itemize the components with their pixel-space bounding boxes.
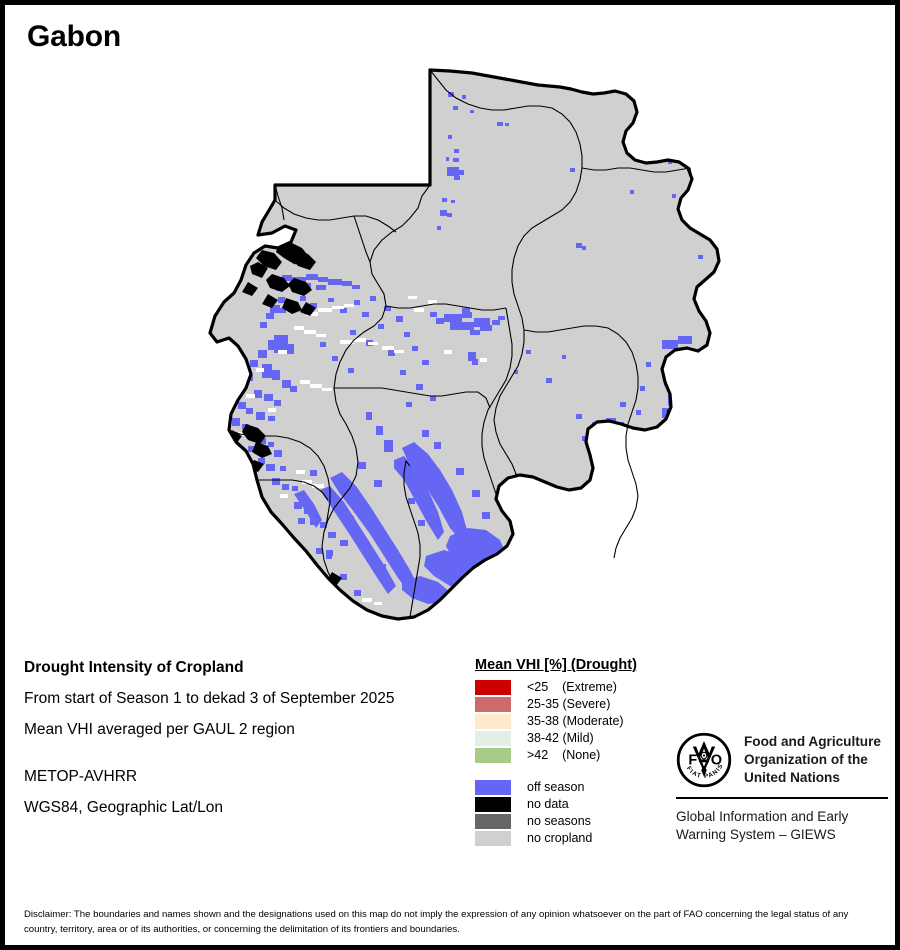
fao-unit-line-2: Warning System – GIEWS (676, 827, 836, 843)
legend-row-no-seasons: no seasons (475, 813, 675, 830)
info-spacer (24, 753, 464, 769)
info-projection: WGS84, Geographic Lat/Lon (24, 799, 224, 816)
fao-divider (676, 797, 888, 799)
offseason-south-bands (294, 412, 506, 604)
legend-swatch-none (475, 748, 511, 763)
gabon-map-svg[interactable] (10, 50, 900, 645)
legend-row-moderate: 35-38 (Moderate) (475, 713, 675, 730)
legend-swatch-moderate (475, 714, 511, 729)
legend-swatch-extreme (475, 680, 511, 695)
fao-unit-name: Global Information and Early Warning Sys… (676, 808, 888, 845)
info-period: From start of Season 1 to dekad 3 of Sep… (24, 690, 395, 707)
map-canvas[interactable] (10, 50, 900, 645)
legend-label-moderate: 35-38 (Moderate) (527, 714, 624, 729)
legend-label-off-season: off season (527, 780, 585, 795)
map-void-speckles (238, 296, 487, 605)
legend-row-no-data: no data (475, 796, 675, 813)
disclaimer-text: Disclaimer: The boundaries and names sho… (24, 909, 849, 935)
offseason-midnorth-cluster (430, 308, 505, 365)
fao-logo-and-name: F O FIAT PANIS Food and Agriculture Orga… (676, 732, 888, 788)
map-legend: Mean VHI [%] (Drought) <25 (Extreme) 25-… (475, 657, 675, 847)
legend-label-extreme: <25 (Extreme) (527, 680, 617, 695)
fao-unit-line-1: Global Information and Early (676, 809, 849, 824)
legend-group-gap (475, 764, 675, 779)
legend-label-mild: 38-42 (Mild) (527, 731, 594, 746)
legend-label-no-cropland: no cropland (527, 831, 593, 846)
legend-label-no-data: no data (527, 797, 569, 812)
legend-title: Mean VHI [%] (Drought) (475, 657, 637, 673)
legend-label-severe: 25-35 (Severe) (527, 697, 611, 712)
national-border (208, 68, 721, 621)
page-title: Gabon (27, 20, 121, 53)
legend-row-severe: 25-35 (Severe) (475, 696, 675, 713)
svg-text:F: F (688, 752, 697, 768)
svg-text:O: O (711, 752, 722, 768)
legend-swatch-no-cropland (475, 831, 511, 846)
map-info-block: Drought Intensity of Cropland From start… (24, 660, 464, 831)
fao-org-line-1: Food and Agriculture (744, 734, 881, 749)
fao-branding-block: F O FIAT PANIS Food and Agriculture Orga… (676, 732, 888, 845)
info-sensor: METOP-AVHRR (24, 768, 138, 785)
legend-label-none: >42 (None) (527, 748, 601, 763)
info-method: Mean VHI averaged per GAUL 2 region (24, 721, 295, 738)
legend-label-no-seasons: no seasons (527, 814, 591, 829)
legend-row-extreme: <25 (Extreme) (475, 679, 675, 696)
severe-east-speckles (666, 478, 684, 540)
fao-emblem-icon: F O FIAT PANIS (676, 732, 732, 788)
legend-swatch-mild (475, 731, 511, 746)
legend-swatch-severe (475, 697, 511, 712)
fao-organization-name: Food and Agriculture Organization of the… (744, 732, 881, 787)
legend-swatch-no-data (475, 797, 511, 812)
nodata-northwest-estuary (242, 234, 316, 316)
legend-swatch-no-seasons (475, 814, 511, 829)
admin-boundaries (228, 69, 693, 618)
legend-row-off-season: off season (475, 779, 675, 796)
legend-swatch-off-season (475, 780, 511, 795)
fao-org-line-2: Organization of the (744, 751, 868, 767)
legend-row-mild: 38-42 (Mild) (475, 730, 675, 747)
fao-org-line-3: United Nations (744, 769, 840, 785)
offseason-north (437, 92, 703, 383)
info-heading: Drought Intensity of Cropland (24, 659, 244, 676)
legend-row-no-cropland: no cropland (475, 830, 675, 847)
legend-row-none: >42 (None) (475, 747, 675, 764)
